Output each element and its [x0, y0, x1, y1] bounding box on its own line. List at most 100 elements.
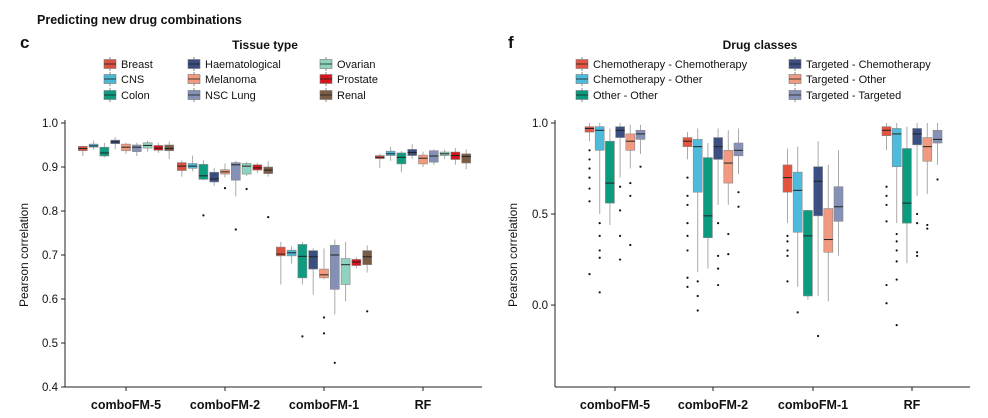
outlier-point: [786, 249, 789, 252]
box: [682, 137, 693, 147]
outlier-point: [202, 214, 205, 217]
box: [594, 126, 605, 151]
outlier-point: [686, 194, 689, 197]
box: [713, 137, 723, 160]
outlier-point: [234, 228, 237, 231]
box: [625, 133, 636, 151]
y-tick-label: 0.9: [42, 162, 58, 174]
outlier-point: [737, 205, 740, 208]
outlier-point: [885, 194, 888, 197]
box: [461, 153, 472, 164]
box: [362, 250, 373, 265]
outlier-point: [598, 249, 601, 252]
outlier-point: [639, 165, 642, 168]
outlier-point: [895, 240, 898, 243]
outlier-point: [619, 185, 622, 188]
legend-label: Targeted - Targeted: [806, 90, 901, 102]
outlier-point: [817, 334, 820, 338]
outlier-point: [686, 276, 689, 279]
box: [692, 139, 703, 193]
box: [891, 128, 902, 167]
outlier-point: [727, 252, 730, 256]
box: [99, 146, 110, 157]
outlier-point: [223, 187, 227, 190]
box: [932, 129, 943, 144]
x-tick-label: comboFM-5: [91, 398, 161, 412]
outlier-point: [916, 251, 919, 254]
figure-title: Predicting new drug combinations: [37, 13, 242, 27]
box: [584, 126, 595, 133]
x-tick-label: RF: [415, 398, 432, 412]
outlier-point: [686, 222, 689, 225]
outlier-point: [598, 222, 601, 225]
outlier-point: [786, 234, 789, 237]
outlier-point: [696, 309, 699, 312]
outlier-point: [885, 185, 888, 188]
outlier-point: [322, 316, 326, 319]
legend-label: Chemotherapy - Chemotherapy: [593, 59, 748, 71]
box: [308, 250, 319, 270]
outlier-point: [926, 227, 929, 230]
legend-label: Ovarian: [337, 59, 376, 71]
outlier-point: [786, 254, 789, 258]
y-tick-label: 0.5: [532, 209, 548, 221]
y-tick-label: 0.8: [42, 206, 58, 218]
legend-title-tissue: Tissue type: [232, 38, 298, 52]
outlier-point: [885, 302, 888, 305]
legend-label: Haematological: [205, 59, 281, 71]
legend-label: Colon: [121, 90, 150, 102]
legend-label: Breast: [121, 59, 153, 71]
box: [792, 171, 803, 233]
x-tick-label: comboFM-2: [190, 398, 260, 412]
y-tick-label: 1.0: [532, 118, 548, 130]
box: [833, 186, 844, 222]
box: [912, 128, 922, 146]
outlier-point: [245, 187, 248, 191]
box: [813, 166, 823, 217]
outlier-point: [686, 203, 689, 207]
legend-label: NSC Lung: [205, 90, 256, 102]
box: [723, 150, 734, 184]
legend-label: CNS: [121, 74, 144, 86]
outlier-point: [686, 234, 689, 237]
outlier-point: [895, 278, 898, 281]
outlier-point: [598, 234, 601, 237]
box: [881, 126, 892, 137]
outlier-point: [936, 178, 939, 181]
box: [329, 245, 340, 290]
legend-label: Chemotherapy - Other: [593, 74, 703, 86]
y-tick-label: 0.5: [42, 338, 58, 350]
outlier-point: [885, 283, 888, 287]
box: [198, 164, 209, 180]
outlier-point: [598, 291, 601, 294]
outlier-point: [322, 332, 326, 335]
y-axis-label-f: Pearson correlation: [506, 203, 520, 307]
y-tick-label: 0.4: [42, 382, 59, 394]
outlier-point: [696, 280, 699, 283]
outlier-point: [686, 176, 689, 179]
outlier-point: [629, 181, 632, 185]
y-tick-label: 0.7: [42, 250, 58, 262]
box: [605, 140, 615, 204]
outlier-point: [588, 149, 591, 152]
box: [782, 164, 793, 193]
x-tick-label: RF: [904, 398, 921, 412]
outlier-point: [717, 222, 720, 225]
legend-label: Prostate: [337, 74, 378, 86]
box: [922, 137, 933, 162]
outlier-point: [895, 232, 898, 236]
outlier-point: [366, 310, 369, 313]
outlier-point: [786, 280, 789, 283]
box: [823, 208, 834, 253]
outlier-point: [588, 187, 591, 190]
box: [418, 154, 428, 165]
box: [615, 126, 625, 138]
legend-title-drug: Drug classes: [723, 38, 798, 52]
outlier-point: [301, 335, 304, 338]
box: [340, 258, 351, 285]
outlier-point: [629, 194, 632, 197]
outlier-point: [717, 254, 720, 258]
outlier-point: [717, 267, 720, 270]
outlier-point: [737, 191, 740, 194]
